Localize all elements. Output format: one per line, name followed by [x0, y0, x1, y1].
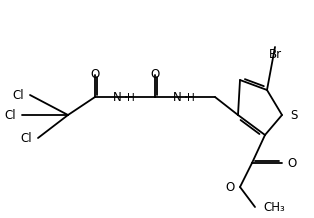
- Text: Cl: Cl: [12, 89, 24, 102]
- Text: O: O: [90, 68, 100, 80]
- Text: H: H: [187, 93, 195, 103]
- Text: O: O: [150, 68, 160, 80]
- Text: Br: Br: [268, 48, 282, 61]
- Text: H: H: [127, 93, 135, 103]
- Text: N: N: [113, 90, 122, 104]
- Text: Cl: Cl: [4, 109, 16, 121]
- Text: N: N: [173, 90, 182, 104]
- Text: Cl: Cl: [20, 131, 32, 145]
- Text: S: S: [290, 109, 297, 121]
- Text: O: O: [287, 157, 296, 170]
- Text: O: O: [226, 181, 235, 194]
- Text: CH₃: CH₃: [263, 201, 285, 213]
